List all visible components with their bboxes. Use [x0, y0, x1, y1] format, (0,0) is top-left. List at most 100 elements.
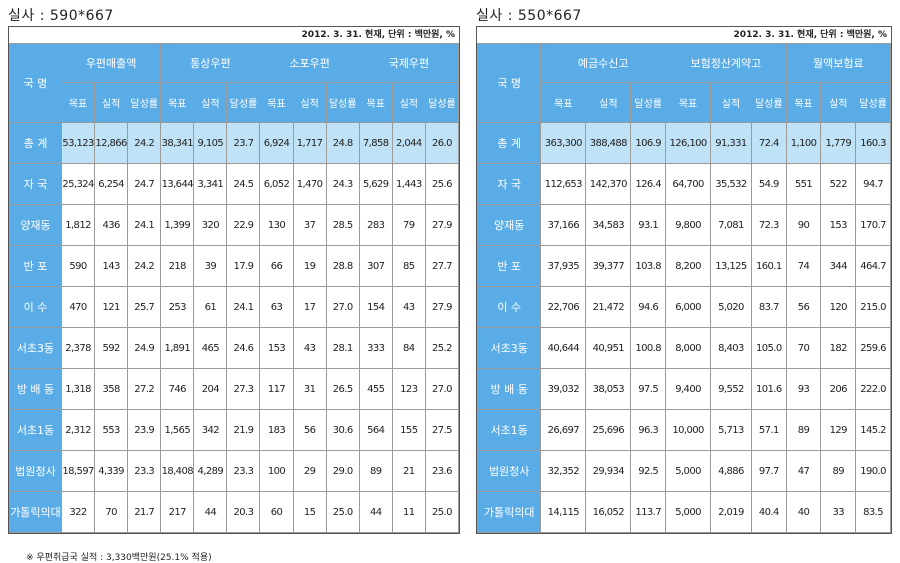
left-unit-note: 2012. 3. 31. 현재, 단위 : 백만원, % [301, 30, 455, 40]
left-table-frame: 2012. 3. 31. 현재, 단위 : 백만원, % 국 명 우편매출액 통상… [8, 26, 460, 534]
right-cell: 97.7 [750, 450, 787, 492]
right-cell: 344 [820, 245, 857, 287]
left-cell: 26.5 [325, 368, 360, 410]
right-cell: 72.4 [750, 122, 787, 164]
right-cell: 47 [785, 450, 822, 492]
right-table-row: 양재동 37,166 34,583 93.1 9,800 7,081 72.3 90 153 17… [476, 204, 891, 246]
right-table-row: 이 수 22,706 21,472 94.6 6,000 5,020 83.7 56 120 21… [476, 286, 891, 328]
right-row-name: 법원청사 [476, 450, 542, 492]
right-cell: 72.3 [750, 204, 787, 246]
right-sub-header: 달성률 [855, 82, 891, 123]
right-cell: 91,331 [710, 122, 752, 164]
left-cell: 21.9 [226, 409, 261, 451]
right-cell: 9,400 [665, 368, 712, 410]
right-size-label: 실사 : 550*667 [476, 8, 582, 24]
left-cell: 60 [259, 491, 294, 533]
right-cell: 64,700 [665, 163, 712, 205]
left-group-header: 국제우편 [358, 43, 460, 83]
left-cell: 25.0 [424, 491, 460, 533]
right-cell: 103.8 [630, 245, 667, 287]
right-cell: 101.6 [750, 368, 787, 410]
left-cell: 24.5 [226, 163, 261, 205]
right-table-row: 법원청사 32,352 29,934 92.5 5,000 4,886 97.7 47 89 19… [476, 450, 891, 492]
left-row-name: 양재동 [9, 204, 62, 246]
right-row-name: 이 수 [476, 286, 542, 328]
left-cell: 27.5 [424, 409, 460, 451]
left-sub-header: 목표 [259, 82, 294, 123]
right-cell: 145.2 [855, 409, 891, 451]
left-cell: 123 [391, 368, 426, 410]
left-cell: 29 [292, 450, 327, 492]
right-cell: 8,200 [665, 245, 712, 287]
left-cell: 27.3 [226, 368, 261, 410]
left-cell: 53,123 [60, 122, 96, 164]
left-row-name: 이 수 [9, 286, 62, 328]
right-cell: 222.0 [855, 368, 891, 410]
left-cell: 25,324 [60, 163, 96, 205]
right-cell: 2,019 [710, 491, 752, 533]
right-table: 국 명 예금수신고 보험정산계약고 월액보험료 목표 실적 달성률 목표 실적 달성률 목표 실적… [476, 43, 892, 533]
right-cell: 21,472 [585, 286, 632, 328]
right-cell: 113.7 [630, 491, 667, 533]
left-cell: 5,629 [358, 163, 393, 205]
left-cell: 27.2 [127, 368, 162, 410]
left-sub-header: 실적 [292, 82, 327, 123]
right-cell: 89 [785, 409, 822, 451]
left-cell: 11 [391, 491, 426, 533]
left-cell: 342 [193, 409, 228, 451]
right-table-row: 가톨릭의대 14,115 16,052 113.7 5,000 2,019 40.4 40 33… [476, 491, 891, 533]
right-cell: 97.5 [630, 368, 667, 410]
left-cell: 13,644 [160, 163, 195, 205]
left-cell: 43 [391, 286, 426, 328]
left-table-row: 반 포 590 143 24.2 218 39 17.9 66 19 28.8 307 85 27.7 [9, 245, 460, 287]
right-cell: 129 [820, 409, 857, 451]
left-cell: 25.7 [127, 286, 162, 328]
left-row-name: 서초3동 [9, 327, 62, 369]
right-cell: 74 [785, 245, 822, 287]
left-cell: 85 [391, 245, 426, 287]
right-sub-header: 실적 [820, 82, 857, 123]
right-cell: 32,352 [540, 450, 587, 492]
left-table-row: 서초3동 2,378 592 24.9 1,891 465 24.6 153 43 28.1 333… [9, 327, 460, 369]
left-row-name: 서초1동 [9, 409, 62, 451]
left-table-row: 방 배 동 1,318 358 27.2 746 204 27.3 117 31 26.5 455 1… [9, 368, 460, 410]
left-cell: 23.3 [226, 450, 261, 492]
right-cell: 120 [820, 286, 857, 328]
left-sub-header: 목표 [358, 82, 393, 123]
right-cell: 39,377 [585, 245, 632, 287]
left-cell: 436 [94, 204, 129, 246]
left-cell: 322 [60, 491, 96, 533]
left-cell: 27.0 [424, 368, 460, 410]
right-table-frame: 2012. 3. 31. 현재, 단위 : 백만원, % 국 명 예금수신고 보험… [476, 26, 892, 534]
left-cell: 27.9 [424, 204, 460, 246]
left-group-header: 소포우편 [259, 43, 360, 83]
left-cell: 28.8 [325, 245, 360, 287]
left-cell: 63 [259, 286, 294, 328]
right-row-name: 양재동 [476, 204, 542, 246]
right-cell: 13,125 [710, 245, 752, 287]
left-cell: 6,254 [94, 163, 129, 205]
right-cell: 92.5 [630, 450, 667, 492]
left-table: 국 명 우편매출액 통상우편 소포우편 국제우편 목표 실적 달성률 목표 실적 달성률 목표 실적… [9, 43, 460, 533]
left-cell: 6,924 [259, 122, 294, 164]
right-row-name: 방 배 동 [476, 368, 542, 410]
right-cell: 5,000 [665, 450, 712, 492]
right-cell: 464.7 [855, 245, 891, 287]
left-sub-header: 실적 [193, 82, 228, 123]
left-cell: 66 [259, 245, 294, 287]
left-cell: 117 [259, 368, 294, 410]
right-table-row: 반 포 37,935 39,377 103.8 8,200 13,125 160.1 74 34… [476, 245, 891, 287]
right-cell: 56 [785, 286, 822, 328]
left-cell: 217 [160, 491, 195, 533]
right-cell: 215.0 [855, 286, 891, 328]
left-cell: 37 [292, 204, 327, 246]
left-cell: 1,318 [60, 368, 96, 410]
right-table-row: 서초3동 40,644 40,951 100.8 8,000 8,403 105.0 70 18… [476, 327, 891, 369]
left-sub-header: 실적 [94, 82, 129, 123]
left-cell: 470 [60, 286, 96, 328]
left-cell: 18,408 [160, 450, 195, 492]
left-cell: 24.8 [325, 122, 360, 164]
right-cell: 551 [785, 163, 822, 205]
right-sub-header: 목표 [785, 82, 822, 123]
left-cell: 130 [259, 204, 294, 246]
